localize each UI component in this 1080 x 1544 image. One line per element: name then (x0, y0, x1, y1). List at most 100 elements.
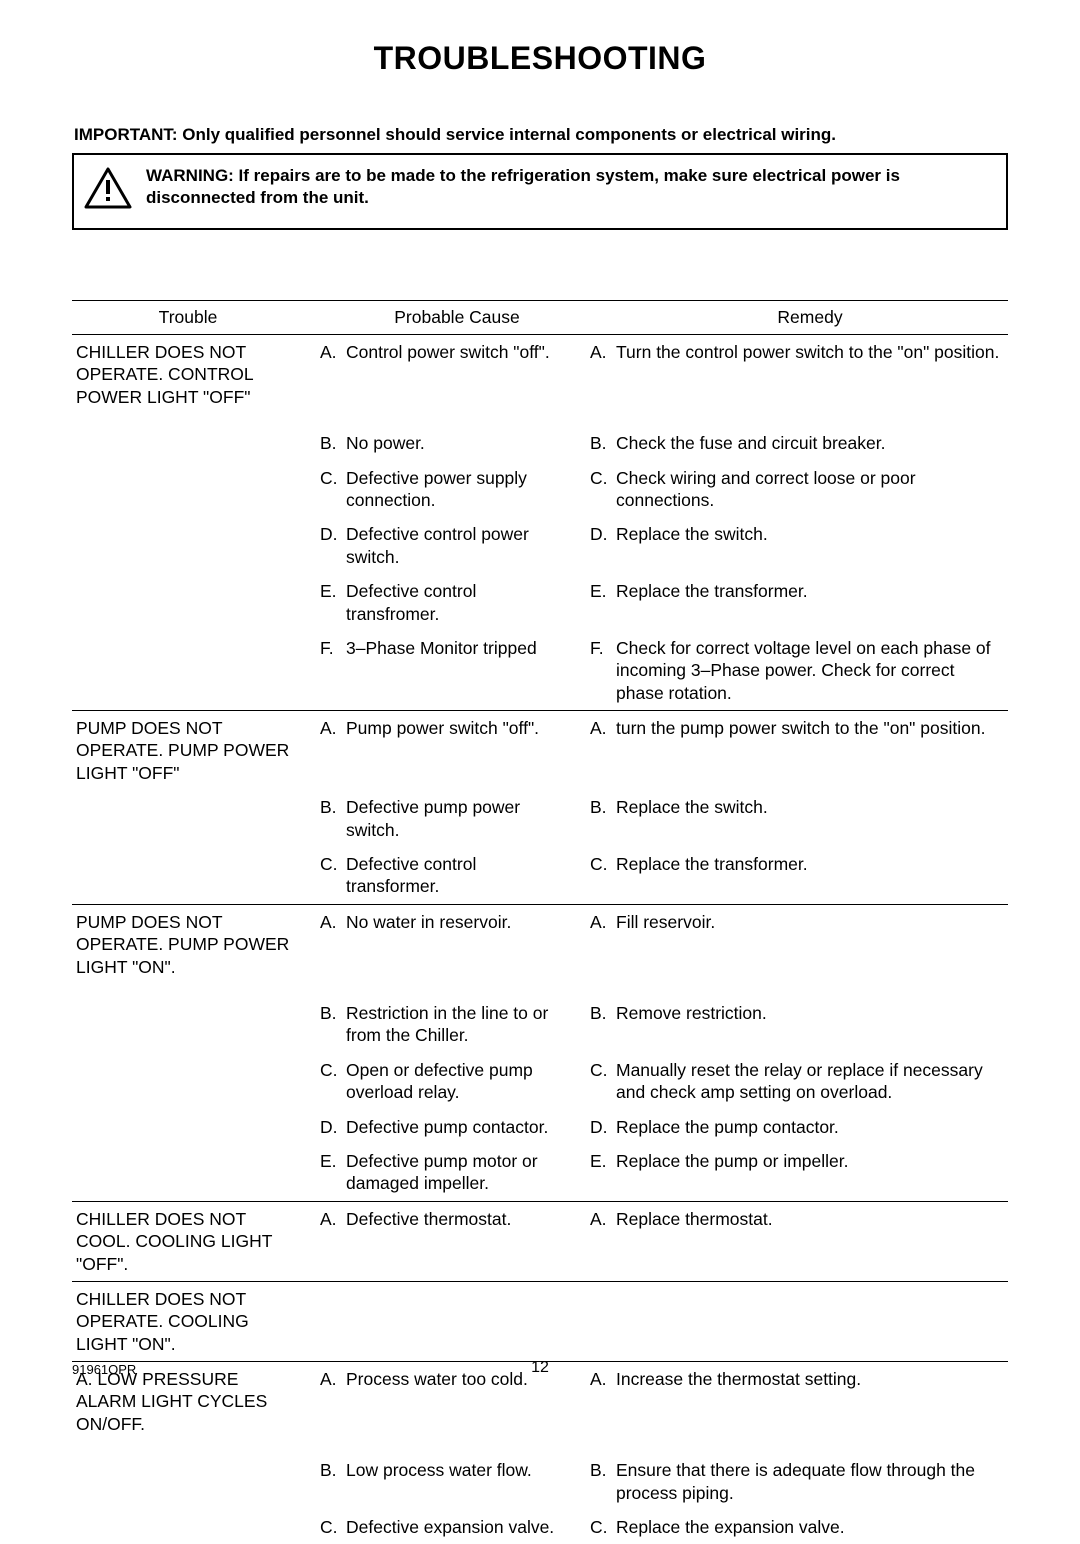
cause-cell: Defective expansion valve. (342, 1510, 582, 1544)
warning-text: WARNING: If repairs are to be made to th… (146, 165, 994, 209)
trouble-cell: CHILLER DOES NOT OPERATE. CONTROL POWER … (72, 335, 312, 415)
table-row: CHILLER DOES NOT OPERATE. COOLING LIGHT … (72, 1281, 1008, 1361)
remedy-cell: Replace thermostat. (612, 1201, 1008, 1281)
table-row: PUMP DOES NOT OPERATE. PUMP POWER LIGHT … (72, 904, 1008, 984)
trouble-cell (72, 847, 312, 904)
cause-cell: Open or defective pump overload relay. (342, 1053, 582, 1110)
empty-cell (582, 1281, 612, 1361)
trouble-cell (72, 631, 312, 711)
table-row: PUMP DOES NOT OPERATE. PUMP POWER LIGHT … (72, 711, 1008, 791)
remedy-cell: Check for correct voltage level on each … (612, 631, 1008, 711)
important-notice: IMPORTANT: Only qualified personnel shou… (72, 125, 1008, 145)
trouble-cell: CHILLER DOES NOT COOL. COOLING LIGHT "OF… (72, 1201, 312, 1281)
remedy-letter: B. (582, 984, 612, 1053)
cause-letter: F. (312, 631, 342, 711)
remedy-letter: D. (582, 517, 612, 574)
remedy-cell: Ensure that there is adequate flow throu… (612, 1441, 1008, 1510)
table-row: C.Defective expansion valve.C.Replace th… (72, 1510, 1008, 1544)
remedy-cell: Replace the switch. (612, 517, 1008, 574)
trouble-cell (72, 461, 312, 518)
trouble-cell: PUMP DOES NOT OPERATE. PUMP POWER LIGHT … (72, 904, 312, 984)
cause-cell: Control power switch "off". (342, 335, 582, 415)
warning-icon (84, 167, 132, 214)
remedy-cell: turn the pump power switch to the "on" p… (612, 711, 1008, 791)
trouble-cell: CHILLER DOES NOT OPERATE. COOLING LIGHT … (72, 1281, 312, 1361)
cause-cell: Defective power supply connection. (342, 461, 582, 518)
table-row: B.No power.B.Check the fuse and circuit … (72, 414, 1008, 460)
th-remedy: Remedy (612, 301, 1008, 335)
remedy-cell: Remove restriction. (612, 984, 1008, 1053)
cause-cell: Pump power switch "off". (342, 711, 582, 791)
remedy-letter: F. (582, 631, 612, 711)
trouble-cell: PUMP DOES NOT OPERATE. PUMP POWER LIGHT … (72, 711, 312, 791)
page-number: 12 (531, 1359, 549, 1377)
remedy-cell: Check the fuse and circuit breaker. (612, 414, 1008, 460)
troubleshooting-table: Trouble Probable Cause Remedy CHILLER DO… (72, 300, 1008, 1544)
table-row: C.Defective control transformer.C.Replac… (72, 847, 1008, 904)
remedy-cell: Turn the control power switch to the "on… (612, 335, 1008, 415)
trouble-cell (72, 1510, 312, 1544)
table-row: B.Defective pump power switch.B.Replace … (72, 790, 1008, 847)
remedy-cell: Check wiring and correct loose or poor c… (612, 461, 1008, 518)
trouble-cell (72, 1441, 312, 1510)
cause-letter: B. (312, 1441, 342, 1510)
remedy-letter: C. (582, 847, 612, 904)
empty-cell (612, 1281, 1008, 1361)
cause-letter: D. (312, 1110, 342, 1144)
trouble-cell (72, 517, 312, 574)
table-row: C.Open or defective pump overload relay.… (72, 1053, 1008, 1110)
th-cause: Probable Cause (342, 301, 582, 335)
cause-letter: A. (312, 904, 342, 984)
trouble-cell (72, 1110, 312, 1144)
cause-cell: Defective control power switch. (342, 517, 582, 574)
table-row: B.Restriction in the line to or from the… (72, 984, 1008, 1053)
remedy-cell: Replace the pump or impeller. (612, 1144, 1008, 1201)
table-row: D.Defective pump contactor.D.Replace the… (72, 1110, 1008, 1144)
cause-letter: B. (312, 414, 342, 460)
cause-letter: B. (312, 984, 342, 1053)
table-row: B.Low process water flow.B.Ensure that t… (72, 1441, 1008, 1510)
cause-letter: C. (312, 1053, 342, 1110)
cause-letter: C. (312, 847, 342, 904)
cause-letter: C. (312, 461, 342, 518)
cause-letter: A. (312, 1201, 342, 1281)
cause-letter: E. (312, 1144, 342, 1201)
cause-cell: Restriction in the line to or from the C… (342, 984, 582, 1053)
remedy-letter: E. (582, 1144, 612, 1201)
cause-cell: Defective control transfromer. (342, 574, 582, 631)
table-row: D.Defective control power switch.D.Repla… (72, 517, 1008, 574)
remedy-letter: B. (582, 1441, 612, 1510)
cause-letter: C. (312, 1510, 342, 1544)
remedy-cell: Manually reset the relay or replace if n… (612, 1053, 1008, 1110)
table-row: E.Defective pump motor or damaged impell… (72, 1144, 1008, 1201)
cause-cell: Defective control transformer. (342, 847, 582, 904)
remedy-cell: Replace the pump contactor. (612, 1110, 1008, 1144)
remedy-letter: C. (582, 461, 612, 518)
remedy-letter: A. (582, 711, 612, 791)
trouble-cell (72, 790, 312, 847)
remedy-letter: B. (582, 790, 612, 847)
trouble-cell (72, 984, 312, 1053)
remedy-cell: Replace the transformer. (612, 847, 1008, 904)
cause-cell: 3–Phase Monitor tripped (342, 631, 582, 711)
remedy-letter: E. (582, 574, 612, 631)
table-row: CHILLER DOES NOT OPERATE. CONTROL POWER … (72, 335, 1008, 415)
remedy-letter: C. (582, 1053, 612, 1110)
remedy-cell: Replace the switch. (612, 790, 1008, 847)
remedy-cell: Replace the expansion valve. (612, 1510, 1008, 1544)
th-blank1 (312, 301, 342, 335)
cause-letter: D. (312, 517, 342, 574)
cause-cell: Defective pump motor or damaged impeller… (342, 1144, 582, 1201)
cause-cell: No water in reservoir. (342, 904, 582, 984)
table-header-row: Trouble Probable Cause Remedy (72, 301, 1008, 335)
cause-letter: E. (312, 574, 342, 631)
table-row: CHILLER DOES NOT COOL. COOLING LIGHT "OF… (72, 1201, 1008, 1281)
page-footer: 91961OPR 12 (72, 1362, 1008, 1377)
page-title: TROUBLESHOOTING (72, 40, 1008, 77)
trouble-cell (72, 1053, 312, 1110)
remedy-letter: A. (582, 1201, 612, 1281)
table-row: C.Defective power supply connection.C.Ch… (72, 461, 1008, 518)
remedy-letter: B. (582, 414, 612, 460)
remedy-letter: A. (582, 904, 612, 984)
table-row: F.3–Phase Monitor trippedF.Check for cor… (72, 631, 1008, 711)
